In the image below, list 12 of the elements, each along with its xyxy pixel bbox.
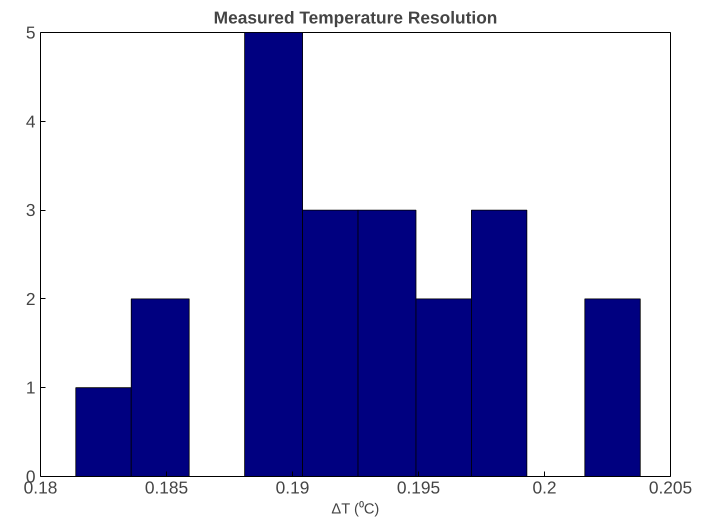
- x-axis-title: ΔT (⁰C): [331, 500, 380, 518]
- chart-title: Measured Temperature Resolution: [214, 8, 498, 28]
- x-tick-label: 0.205: [648, 478, 692, 498]
- y-tick-label: 1: [26, 378, 36, 398]
- x-tick-label: 0.195: [396, 478, 440, 498]
- x-tick-label: 0.2: [532, 478, 557, 498]
- x-tick-label: 0.19: [276, 478, 310, 498]
- y-tick-label: 4: [26, 111, 36, 132]
- x-tick-label: 0.185: [144, 478, 188, 498]
- y-tick-label: 3: [26, 200, 36, 220]
- y-tick-label: 2: [26, 288, 36, 309]
- y-tick-label: 5: [26, 22, 36, 42]
